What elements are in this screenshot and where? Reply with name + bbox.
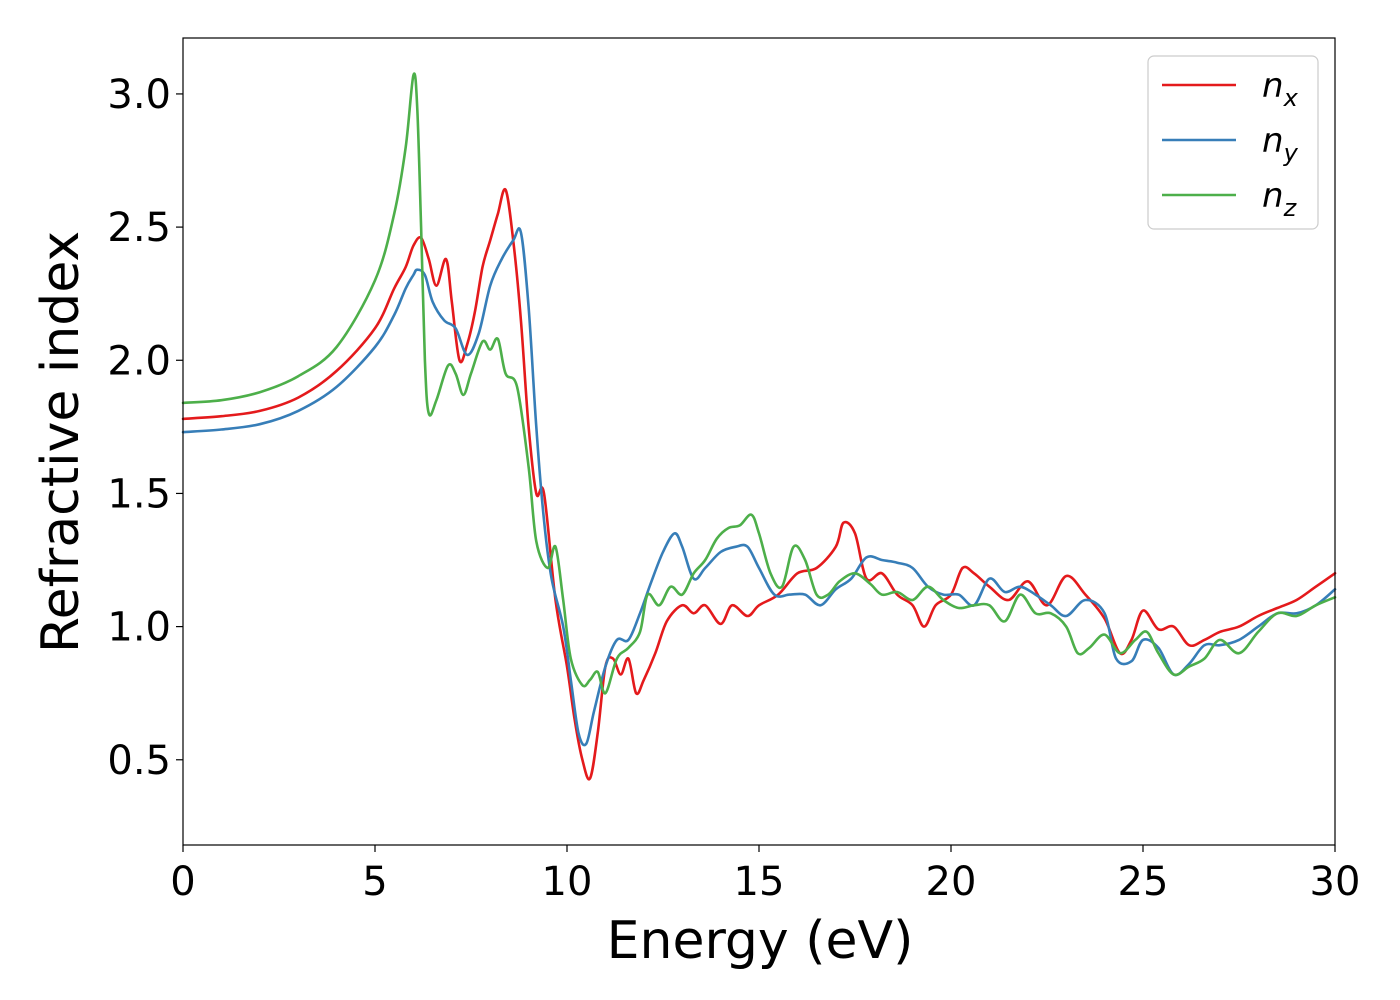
x-tick-label: 10 (542, 859, 593, 905)
legend-label-base: n (1262, 121, 1284, 161)
x-tick-label: 30 (1310, 859, 1361, 905)
legend-label-subscript: y (1283, 139, 1299, 167)
x-axis-title: Energy (eV) (607, 911, 914, 971)
y-tick-label: 2.5 (107, 205, 171, 251)
series-line-nx (181, 187, 1337, 781)
series-line-nz (181, 72, 1337, 695)
legend-label-nz: nz (1262, 176, 1298, 222)
legend-label-subscript: x (1283, 84, 1299, 112)
x-tick-label: 25 (1118, 859, 1169, 905)
y-tick-label: 2.0 (107, 338, 171, 384)
legend-label-nx: nx (1262, 66, 1299, 112)
y-tick-label: 0.5 (107, 738, 171, 784)
y-axis-ticks: 0.5 1.0 1.5 2.0 2.5 3.0 (107, 72, 183, 784)
x-tick-label: 15 (734, 859, 785, 905)
legend-label-base: n (1262, 176, 1284, 216)
x-axis-ticks: 0 5 10 15 20 25 30 (170, 845, 1360, 905)
x-tick-label: 5 (362, 859, 387, 905)
y-tick-label: 1.0 (107, 605, 171, 651)
y-axis-title: Refractive index (31, 231, 91, 653)
x-tick-label: 0 (170, 859, 195, 905)
series-layer (181, 72, 1337, 781)
x-tick-label: 20 (926, 859, 977, 905)
legend-label-ny: ny (1262, 121, 1299, 167)
legend-label-base: n (1262, 66, 1284, 106)
y-tick-label: 1.5 (107, 471, 171, 517)
legend-label-subscript: z (1283, 194, 1298, 222)
y-tick-label: 3.0 (107, 72, 171, 118)
legend-box (1147, 55, 1319, 230)
series-line-ny (181, 227, 1337, 747)
